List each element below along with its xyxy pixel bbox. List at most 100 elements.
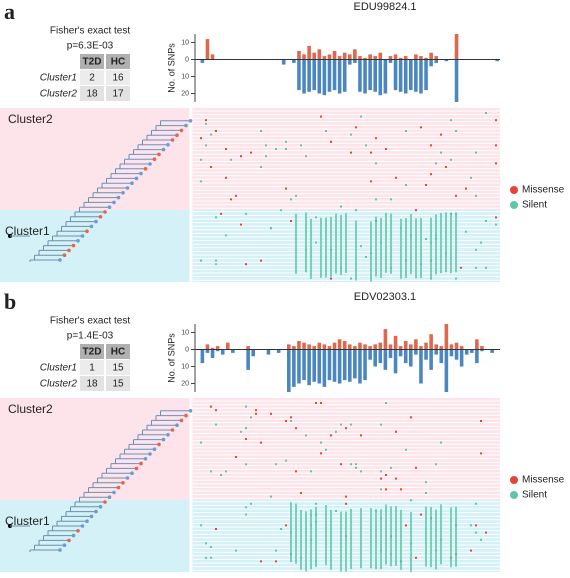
snp-dot (405, 184, 407, 186)
tree-tip (62, 543, 67, 547)
snp-column (430, 217, 432, 278)
snp-dot (355, 463, 357, 466)
bar (332, 349, 337, 382)
bar (368, 346, 372, 350)
bar (210, 347, 215, 350)
tree-tip (139, 461, 143, 466)
bar (490, 349, 494, 353)
snp-dot (495, 144, 497, 147)
snp-column (290, 502, 292, 563)
snp-dot (365, 256, 367, 258)
bar (307, 45, 311, 60)
bar (398, 349, 403, 357)
snp-dot (245, 263, 247, 266)
snp-dot (400, 488, 402, 491)
snp-dot (285, 420, 287, 422)
bar (348, 59, 352, 65)
snp-dot (200, 524, 202, 527)
snp-dot (205, 556, 207, 559)
snp-dot (245, 427, 247, 430)
tree-tip (98, 215, 103, 219)
snp-dot (415, 209, 417, 212)
snp-dot (350, 151, 352, 154)
snp-dot (225, 148, 227, 150)
snp-dot (315, 502, 317, 505)
bar (220, 349, 225, 355)
snp-column (440, 504, 442, 565)
snp-dot (350, 463, 352, 466)
snp-dot (285, 148, 287, 150)
snp-dot (480, 538, 482, 541)
bar (342, 52, 347, 60)
bar (292, 349, 296, 387)
header-cell (80, 344, 104, 359)
bar (246, 349, 250, 370)
snp-dot (215, 216, 217, 219)
snp-dot (495, 223, 497, 226)
tree-tip (125, 186, 130, 190)
bar (215, 346, 220, 350)
bar (403, 341, 408, 350)
tree-tip (125, 476, 130, 480)
snp-dot (200, 158, 202, 161)
bar (480, 349, 484, 352)
snp-dot (385, 402, 387, 404)
snp-dot (315, 402, 317, 404)
tree-tip (85, 519, 89, 523)
snp-dot (470, 549, 472, 552)
snp-column (330, 509, 332, 570)
snp-dot (290, 416, 292, 419)
tree-tip (148, 452, 152, 456)
snp-dot (245, 506, 247, 509)
bar (444, 324, 449, 350)
snp-column (455, 506, 457, 567)
snp-dot (375, 137, 377, 140)
snp-dot (410, 499, 412, 502)
snp-dot (435, 162, 437, 165)
snp-dot (485, 531, 487, 534)
bar (419, 59, 423, 94)
snp-dot (330, 434, 332, 437)
snp-dot (485, 112, 487, 114)
fisher-title: Fisher's exact test (50, 26, 130, 37)
bar (403, 56, 408, 60)
header-cell (106, 344, 130, 359)
snp-dot (415, 466, 417, 469)
snp-column (435, 214, 437, 275)
tree-tip (71, 243, 76, 248)
bar (383, 349, 388, 370)
snp-dot (425, 184, 427, 186)
snp-dot (215, 409, 217, 412)
panel: b EDV02303.1 Fisher's exact test p=1.4E-03 T… (0, 289, 565, 572)
snp-dot (225, 470, 227, 473)
bar (231, 349, 235, 353)
cell (106, 376, 130, 391)
snp-dot (280, 528, 282, 530)
snp-dot (380, 488, 382, 491)
snp-dot (350, 133, 352, 136)
bar (358, 342, 362, 350)
tree-tip (139, 171, 143, 176)
snp-dot (345, 427, 347, 430)
snp-dot (385, 488, 387, 491)
bar (302, 349, 306, 381)
tree-tip (157, 152, 161, 157)
tree-tip (103, 500, 107, 504)
snp-column (425, 506, 427, 567)
tree-tip (98, 505, 103, 509)
snp-dot (465, 230, 467, 233)
tree-tip (175, 133, 179, 137)
bar (434, 344, 438, 350)
bar (429, 59, 433, 67)
snp-dot (340, 423, 342, 426)
bar (378, 342, 383, 350)
snp-dot (405, 524, 407, 527)
bar (348, 54, 352, 60)
tree-tip (112, 490, 116, 495)
snp-column (355, 220, 357, 281)
panel-title: EDV02303.1 (354, 291, 416, 303)
snp-dot (305, 155, 307, 158)
bar (398, 57, 403, 60)
cluster2-band (0, 108, 500, 210)
